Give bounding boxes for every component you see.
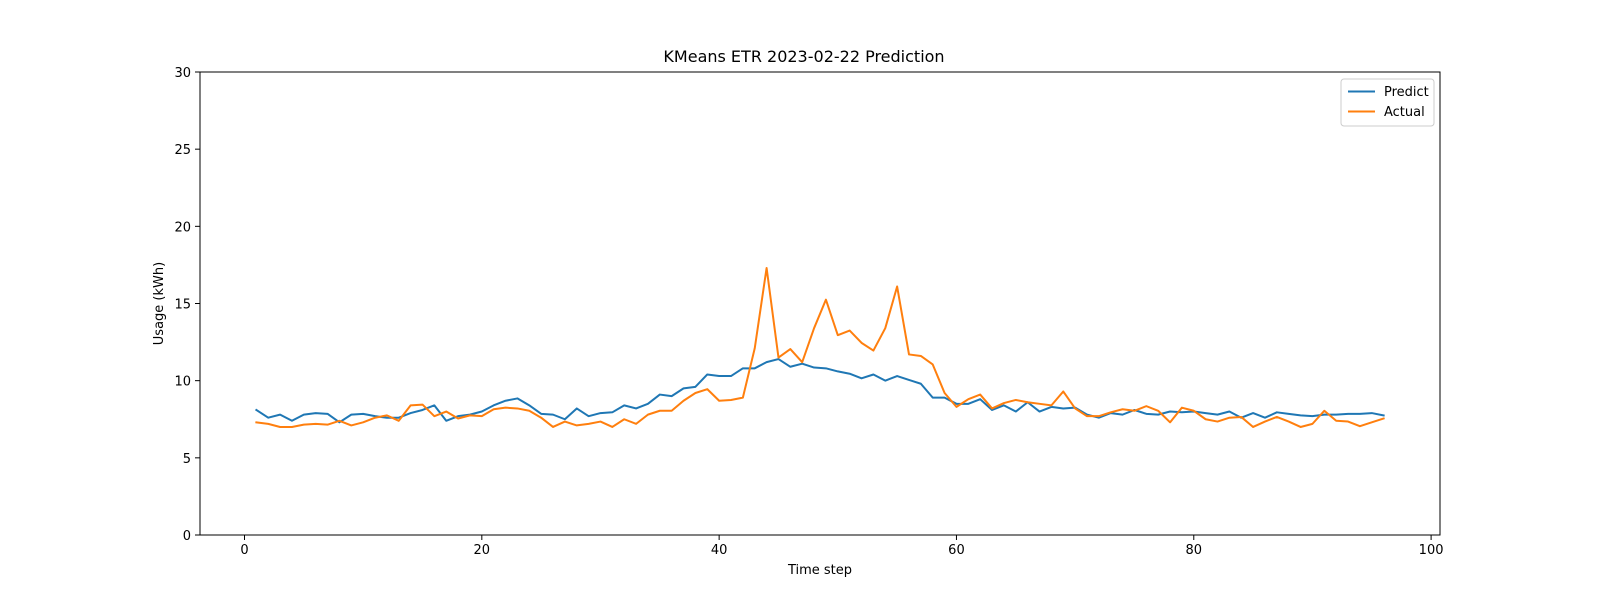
series-line-predict	[254, 358, 1385, 424]
legend-actual-label: Actual	[1384, 105, 1425, 120]
x-tick-label: 100	[1419, 543, 1444, 558]
y-tick-label: 10	[174, 375, 191, 390]
x-tick-label: 80	[1186, 543, 1203, 558]
y-tick-label: 0	[183, 529, 191, 544]
plot-frame	[199, 71, 1441, 536]
series-line-actual	[255, 267, 1385, 428]
y-axis-label: Usage (kWh)	[152, 262, 167, 345]
y-tick-label: 15	[174, 298, 191, 313]
legend-predict-label: Predict	[1384, 85, 1429, 100]
y-tick-label: 30	[174, 66, 191, 81]
x-tick-label: 0	[240, 543, 248, 558]
legend: Predict Actual	[1340, 78, 1435, 127]
x-tick-label: 40	[711, 543, 728, 558]
y-tick-label: 25	[174, 143, 191, 158]
x-axis-ticks: 0 20 40 60 80 100	[240, 535, 1444, 558]
x-tick-label: 20	[474, 543, 491, 558]
x-axis-label: Time step	[787, 563, 852, 578]
x-tick-label: 60	[948, 543, 965, 558]
chart-title: KMeans ETR 2023-02-22 Prediction	[663, 47, 944, 66]
y-tick-label: 20	[174, 220, 191, 235]
y-tick-label: 5	[183, 452, 191, 467]
series-layer	[254, 267, 1385, 428]
y-axis-ticks: 0 5 10 15 20 25 30	[174, 66, 200, 544]
